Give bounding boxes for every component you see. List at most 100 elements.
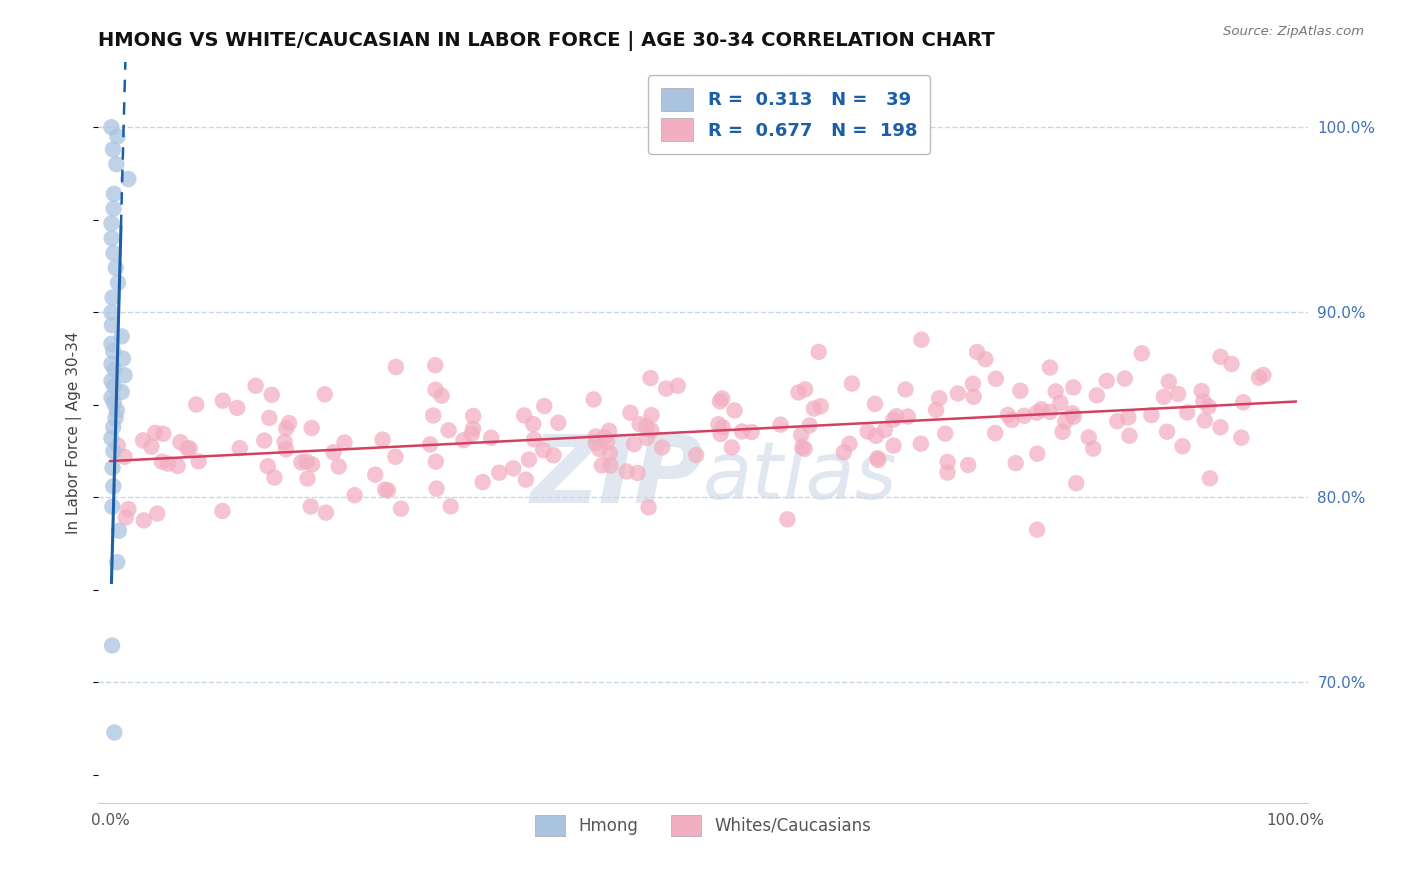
Point	[883, 439, 905, 453]
Point	[966, 345, 988, 359]
Point	[1095, 374, 1118, 388]
Point	[1039, 360, 1062, 375]
Point	[832, 445, 855, 459]
Point	[103, 186, 125, 201]
Point	[141, 440, 163, 454]
Point	[651, 441, 673, 455]
Point	[100, 336, 122, 351]
Point	[807, 345, 830, 359]
Point	[1118, 410, 1140, 425]
Point	[100, 374, 122, 388]
Point	[873, 423, 896, 437]
Point	[1049, 396, 1071, 410]
Point	[974, 352, 997, 367]
Point	[1012, 409, 1035, 423]
Point	[790, 428, 813, 442]
Point	[105, 157, 128, 171]
Point	[957, 458, 980, 472]
Point	[101, 318, 124, 333]
Point	[616, 465, 638, 479]
Point	[710, 426, 733, 441]
Point	[101, 344, 124, 359]
Text: HMONG VS WHITE/CAUCASIAN IN LABOR FORCE | AGE 30-34 CORRELATION CHART: HMONG VS WHITE/CAUCASIAN IN LABOR FORCE …	[98, 31, 995, 51]
Text: Source: ZipAtlas.com: Source: ZipAtlas.com	[1223, 25, 1364, 38]
Point	[152, 426, 174, 441]
Point	[105, 403, 128, 417]
Point	[547, 416, 569, 430]
Point	[1083, 442, 1105, 456]
Point	[245, 378, 267, 392]
Point	[1064, 476, 1087, 491]
Point	[103, 725, 125, 739]
Point	[685, 448, 707, 462]
Point	[100, 120, 122, 135]
Point	[453, 434, 475, 448]
Point	[301, 421, 323, 435]
Point	[636, 419, 658, 434]
Point	[962, 390, 984, 404]
Point	[792, 441, 814, 455]
Point	[1194, 413, 1216, 427]
Point	[1209, 350, 1232, 364]
Point	[838, 437, 860, 451]
Point	[425, 358, 447, 372]
Point	[343, 488, 366, 502]
Point	[371, 433, 394, 447]
Point	[1130, 346, 1153, 360]
Point	[430, 389, 453, 403]
Point	[166, 458, 188, 473]
Point	[1026, 523, 1049, 537]
Point	[523, 433, 546, 447]
Point	[984, 426, 1007, 441]
Point	[1198, 400, 1220, 414]
Point	[108, 524, 131, 538]
Point	[934, 426, 956, 441]
Point	[515, 473, 537, 487]
Point	[107, 129, 129, 144]
Point	[522, 417, 544, 431]
Point	[636, 431, 658, 445]
Point	[793, 442, 815, 456]
Point	[364, 467, 387, 482]
Point	[103, 420, 125, 434]
Point	[103, 202, 125, 216]
Point	[1114, 371, 1136, 385]
Point	[103, 444, 125, 458]
Point	[471, 475, 494, 489]
Point	[440, 500, 463, 514]
Text: ZIP: ZIP	[530, 431, 703, 523]
Point	[619, 406, 641, 420]
Point	[897, 409, 920, 424]
Point	[103, 246, 125, 260]
Point	[103, 479, 125, 493]
Point	[100, 391, 122, 405]
Point	[709, 394, 731, 409]
Point	[928, 391, 950, 405]
Point	[114, 450, 136, 464]
Point	[100, 217, 122, 231]
Point	[531, 443, 554, 458]
Point	[176, 442, 198, 456]
Point	[1199, 471, 1222, 485]
Point	[599, 458, 621, 473]
Point	[179, 442, 201, 456]
Point	[425, 455, 447, 469]
Text: atlas: atlas	[703, 438, 898, 516]
Point	[425, 383, 447, 397]
Point	[863, 397, 886, 411]
Point	[1062, 380, 1084, 394]
Point	[377, 483, 399, 498]
Point	[626, 466, 648, 480]
Point	[103, 396, 125, 410]
Point	[655, 382, 678, 396]
Point	[114, 368, 136, 383]
Point	[799, 418, 821, 433]
Point	[187, 454, 209, 468]
Point	[211, 393, 233, 408]
Point	[186, 398, 208, 412]
Point	[1230, 431, 1253, 445]
Point	[1220, 357, 1243, 371]
Point	[101, 500, 124, 514]
Point	[374, 483, 396, 497]
Point	[278, 416, 301, 430]
